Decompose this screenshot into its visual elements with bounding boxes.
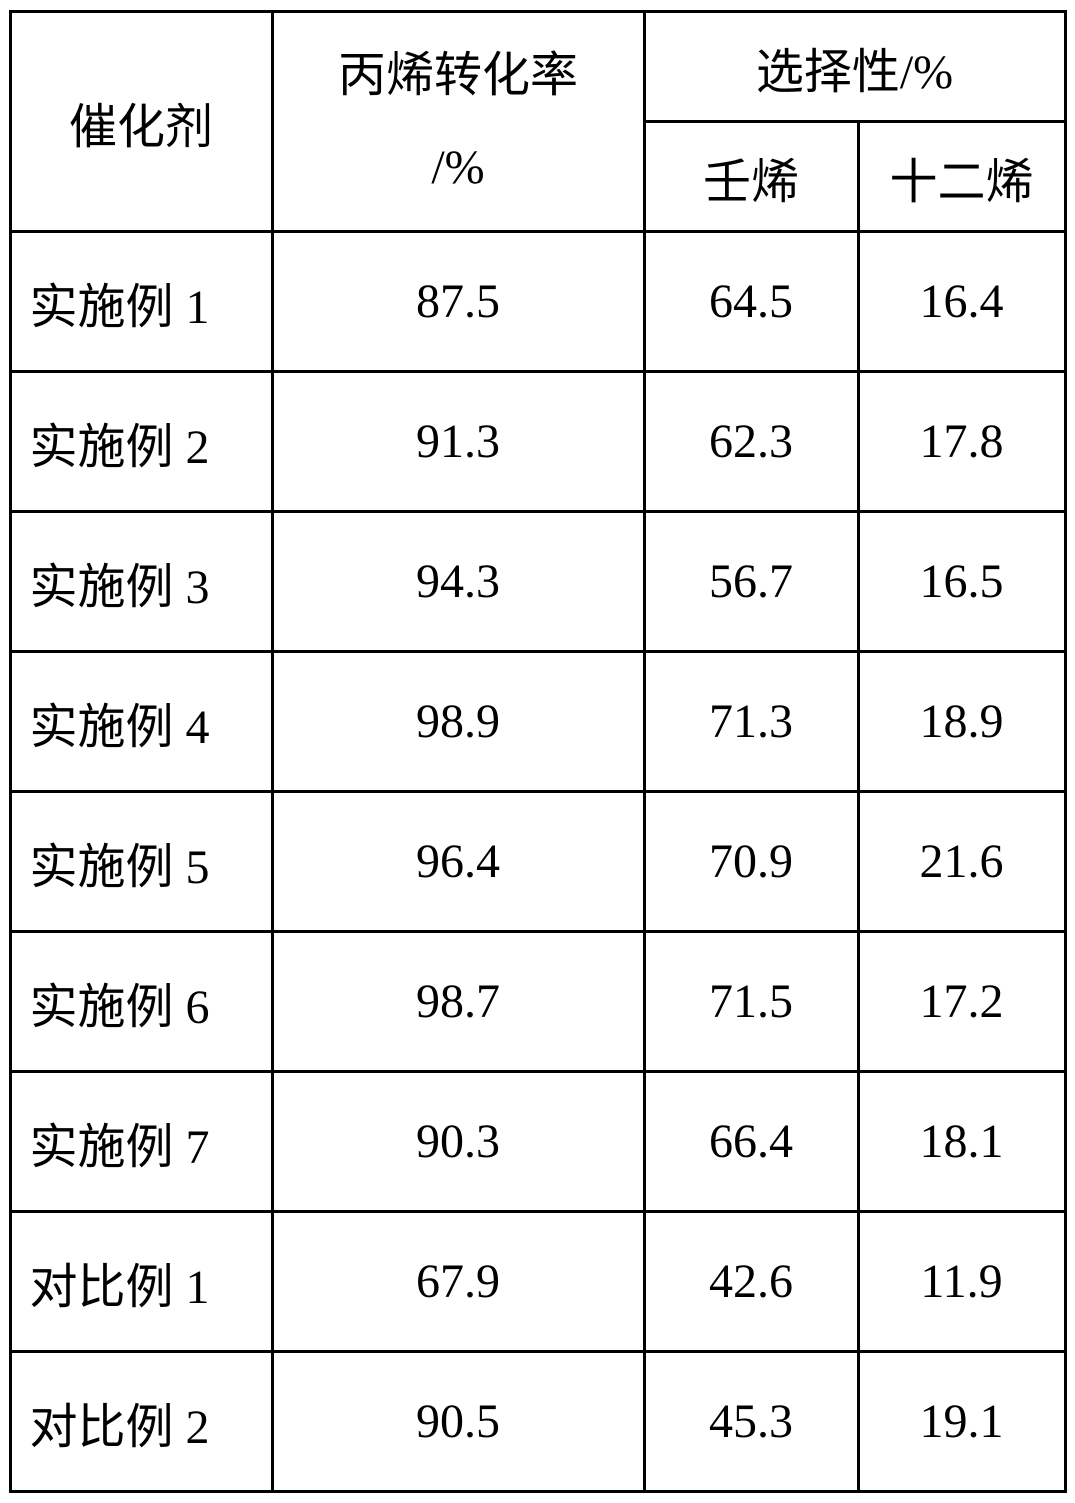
cell-sel2: 11.9 xyxy=(858,1212,1065,1352)
header-conversion: 丙烯转化率 /% xyxy=(272,12,644,232)
cell-sel2: 16.4 xyxy=(858,232,1065,372)
cell-sel1: 56.7 xyxy=(644,512,858,652)
cell-label: 实施例 1 xyxy=(10,232,272,372)
cell-sel2: 18.9 xyxy=(858,652,1065,792)
cell-sel1: 64.5 xyxy=(644,232,858,372)
cell-conversion: 67.9 xyxy=(272,1212,644,1352)
cell-label: 实施例 6 xyxy=(10,932,272,1072)
cell-conversion: 91.3 xyxy=(272,372,644,512)
cell-conversion: 94.3 xyxy=(272,512,644,652)
cell-sel1: 66.4 xyxy=(644,1072,858,1212)
header-selectivity-2: 十二烯 xyxy=(858,122,1065,232)
table-body: 实施例 1 87.5 64.5 16.4 实施例 2 91.3 62.3 17.… xyxy=(10,232,1065,1492)
cell-sel2: 17.8 xyxy=(858,372,1065,512)
cell-sel2: 18.1 xyxy=(858,1072,1065,1212)
cell-conversion: 98.7 xyxy=(272,932,644,1072)
header-selectivity-1: 壬烯 xyxy=(644,122,858,232)
cell-conversion: 96.4 xyxy=(272,792,644,932)
cell-label: 实施例 4 xyxy=(10,652,272,792)
cell-sel1: 45.3 xyxy=(644,1352,858,1492)
cell-label: 实施例 7 xyxy=(10,1072,272,1212)
table-row: 实施例 3 94.3 56.7 16.5 xyxy=(10,512,1065,652)
header-conversion-line1: 丙烯转化率 xyxy=(274,30,643,121)
table-row: 对比例 1 67.9 42.6 11.9 xyxy=(10,1212,1065,1352)
cell-label: 实施例 5 xyxy=(10,792,272,932)
table-row: 实施例 2 91.3 62.3 17.8 xyxy=(10,372,1065,512)
table-row: 实施例 5 96.4 70.9 21.6 xyxy=(10,792,1065,932)
table-row: 实施例 4 98.9 71.3 18.9 xyxy=(10,652,1065,792)
cell-label: 对比例 2 xyxy=(10,1352,272,1492)
table-row: 实施例 1 87.5 64.5 16.4 xyxy=(10,232,1065,372)
cell-label: 实施例 3 xyxy=(10,512,272,652)
cell-conversion: 87.5 xyxy=(272,232,644,372)
data-table: 催化剂 丙烯转化率 /% 选择性/% 壬烯 十二烯 实施例 1 87.5 64.… xyxy=(9,10,1067,1493)
table-row: 实施例 7 90.3 66.4 18.1 xyxy=(10,1072,1065,1212)
table-row: 实施例 6 98.7 71.5 17.2 xyxy=(10,932,1065,1072)
cell-conversion: 90.5 xyxy=(272,1352,644,1492)
cell-sel1: 62.3 xyxy=(644,372,858,512)
cell-conversion: 98.9 xyxy=(272,652,644,792)
cell-sel1: 71.3 xyxy=(644,652,858,792)
cell-sel2: 17.2 xyxy=(858,932,1065,1072)
header-catalyst: 催化剂 xyxy=(10,12,272,232)
cell-sel1: 42.6 xyxy=(644,1212,858,1352)
cell-sel2: 19.1 xyxy=(858,1352,1065,1492)
cell-sel2: 16.5 xyxy=(858,512,1065,652)
cell-sel2: 21.6 xyxy=(858,792,1065,932)
table-row: 对比例 2 90.5 45.3 19.1 xyxy=(10,1352,1065,1492)
cell-conversion: 90.3 xyxy=(272,1072,644,1212)
cell-sel1: 71.5 xyxy=(644,932,858,1072)
header-selectivity-group: 选择性/% xyxy=(644,12,1065,122)
cell-sel1: 70.9 xyxy=(644,792,858,932)
header-conversion-line2: /% xyxy=(274,122,643,213)
cell-label: 实施例 2 xyxy=(10,372,272,512)
cell-label: 对比例 1 xyxy=(10,1212,272,1352)
